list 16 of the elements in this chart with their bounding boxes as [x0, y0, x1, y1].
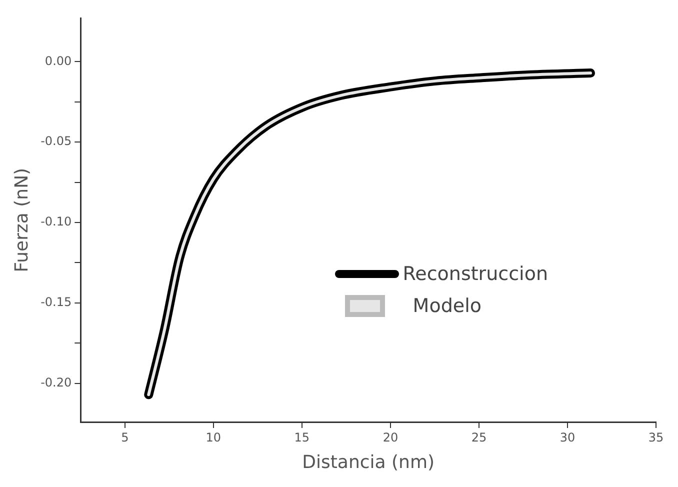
x-tick-label: 10: [206, 430, 222, 444]
x-axis-title: Distancia (nm): [302, 452, 435, 473]
x-tick-label: 20: [382, 430, 398, 444]
x-tick-label: 30: [560, 430, 576, 444]
y-axis-title: Fuerza (nN): [11, 168, 32, 272]
x-tick-label: 35: [648, 430, 664, 444]
y-tick-label: -0.05: [40, 134, 72, 148]
y-tick-label: -0.10: [40, 214, 72, 229]
y-tick-label: -0.15: [40, 295, 72, 310]
legend-label: Modelo: [412, 295, 482, 317]
x-tick-label: 15: [294, 430, 310, 444]
y-tick-label: -0.20: [40, 376, 72, 390]
x-tick-label: 5: [121, 430, 129, 444]
legend-label: Reconstruccion: [402, 263, 548, 285]
x-tick-label: 25: [471, 430, 487, 444]
y-tick-label: 0.00: [44, 54, 72, 68]
